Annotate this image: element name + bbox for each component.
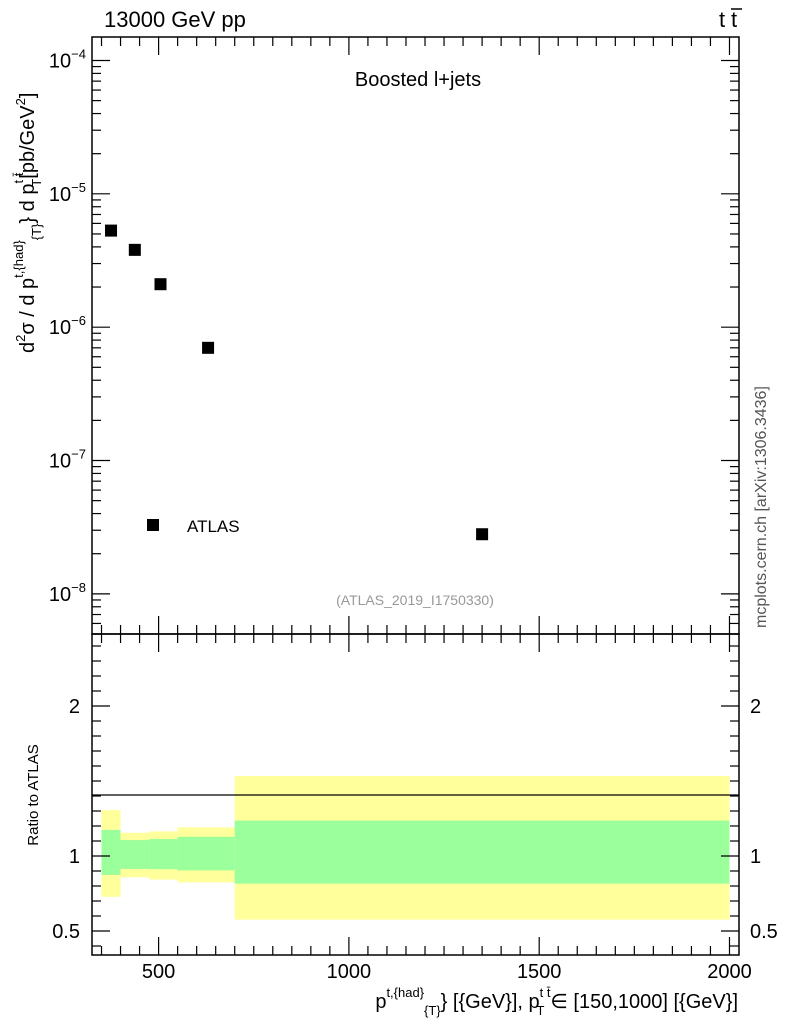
x-tick-labels: 500 1000 1500 2000 bbox=[142, 961, 752, 983]
x-tick-label-1: 1000 bbox=[327, 961, 372, 983]
xlabel-tail: ∈ [150,1000] [{GeV}] bbox=[550, 991, 738, 1013]
stat-band-2 bbox=[149, 839, 178, 870]
side-text: mcplots.cern.ch [arXiv:1306.3436] bbox=[753, 386, 770, 628]
main-y-tick-exp-2: −6 bbox=[71, 313, 86, 328]
ylabel-unit-close: ] bbox=[17, 93, 39, 99]
axis-ticks bbox=[92, 37, 739, 955]
main-y-tick-base-1: 10 bbox=[49, 451, 71, 473]
ratio-y-tick-label-left-1: 1 bbox=[69, 846, 80, 868]
ratio-y-tick-label-right-1: 1 bbox=[750, 846, 761, 868]
data-markers bbox=[105, 224, 489, 541]
data-point-3 bbox=[202, 341, 215, 354]
ratio-bands bbox=[101, 776, 730, 920]
ylabel-unit: [pb/GeV bbox=[17, 105, 39, 179]
chart-title: Boosted l+jets bbox=[355, 69, 481, 91]
ylabel-mid: } d p bbox=[17, 184, 39, 224]
legend-marker bbox=[147, 519, 159, 531]
xlabel-p1: p bbox=[375, 991, 386, 1013]
ylabel-sup2: 2 bbox=[13, 335, 28, 342]
header-left: 13000 GeV pp bbox=[104, 7, 246, 32]
main-y-tick-label-4: 10−4 bbox=[49, 46, 86, 72]
ylabel-close-a: } bbox=[11, 240, 26, 245]
ratio-y-tick-label-left-0: 0.5 bbox=[52, 921, 80, 943]
xlabel-sub1: {T} bbox=[424, 1003, 441, 1018]
xlabel-mid: } [{GeV}], p bbox=[441, 991, 540, 1013]
ylabel-sup-b: t t̄ bbox=[11, 172, 26, 183]
main-y-axis-title: d2σ / d pt,{had}{T}} d pt t̄ T[pb/GeV2] bbox=[11, 93, 44, 353]
main-y-tick-exp-3: −5 bbox=[71, 180, 86, 195]
ratio-y-axis-title: Ratio to ATLAS bbox=[25, 744, 42, 845]
main-y-tick-base-0: 10 bbox=[49, 584, 71, 606]
ylabel-sub-b: T bbox=[29, 179, 44, 187]
data-point-0 bbox=[105, 224, 118, 237]
main-panel-frame bbox=[91, 36, 740, 635]
ylabel-sigma: σ / d p bbox=[17, 278, 39, 335]
ratio-panel-frame bbox=[91, 633, 740, 956]
data-point-4 bbox=[476, 528, 489, 541]
data-point-1 bbox=[128, 243, 141, 256]
main-y-tick-label-3: 10−5 bbox=[49, 180, 86, 206]
main-y-tick-exp-1: −7 bbox=[71, 447, 86, 462]
ylabel-d: d bbox=[17, 342, 39, 353]
main-y-tick-base-3: 10 bbox=[49, 184, 71, 206]
header-right: t t bbox=[719, 7, 742, 32]
header-right-t2: t bbox=[731, 7, 737, 32]
ratio-y-tick-label-left-2: 2 bbox=[69, 696, 80, 718]
analysis-id: (ATLAS_2019_I1750330) bbox=[336, 592, 494, 608]
main-y-tick-base-4: 10 bbox=[49, 50, 71, 72]
x-tick-label-2: 1500 bbox=[517, 961, 562, 983]
stat-band-1 bbox=[120, 840, 150, 869]
x-axis-title: pt,{had} {T}} [{GeV}], pt t̄ T ∈ [150,1000]… bbox=[375, 985, 738, 1018]
stat-band-0 bbox=[101, 829, 121, 875]
ratio-y-tick-label-right-0: 0.5 bbox=[750, 921, 778, 943]
xlabel-sub2: T bbox=[536, 1003, 544, 1018]
xlabel-sup1: t,{had bbox=[386, 985, 419, 1000]
main-y-tick-labels: 10−810−710−610−510−4 bbox=[49, 46, 86, 605]
header-right-t1: t bbox=[719, 7, 725, 32]
x-tick-label-3: 2000 bbox=[707, 961, 752, 983]
main-y-tick-exp-4: −4 bbox=[71, 46, 86, 61]
main-y-tick-label-0: 10−8 bbox=[49, 580, 86, 606]
data-point-2 bbox=[154, 278, 167, 291]
stat-band-3 bbox=[177, 836, 235, 871]
main-y-tick-base-2: 10 bbox=[49, 317, 71, 339]
xlabel-sup2: t t̄ bbox=[540, 985, 551, 1000]
ratio-y-tick-label-right-2: 2 bbox=[750, 696, 761, 718]
main-y-tick-exp-0: −8 bbox=[71, 580, 86, 595]
legend-label: ATLAS bbox=[187, 517, 240, 536]
ratio-y-tick-labels: 0.5 0.5 1 1 2 2 bbox=[52, 696, 778, 943]
main-y-tick-label-2: 10−6 bbox=[49, 313, 86, 339]
ylabel-unit-sup: 2 bbox=[13, 98, 28, 105]
xlabel-close1: } bbox=[420, 985, 425, 1000]
x-tick-label-0: 500 bbox=[142, 961, 175, 983]
ylabel-sup-a: t,{had bbox=[11, 245, 26, 278]
ylabel-sub-a: {T} bbox=[29, 223, 44, 240]
stat-band-4 bbox=[234, 820, 730, 884]
main-y-tick-label-1: 10−7 bbox=[49, 447, 86, 473]
